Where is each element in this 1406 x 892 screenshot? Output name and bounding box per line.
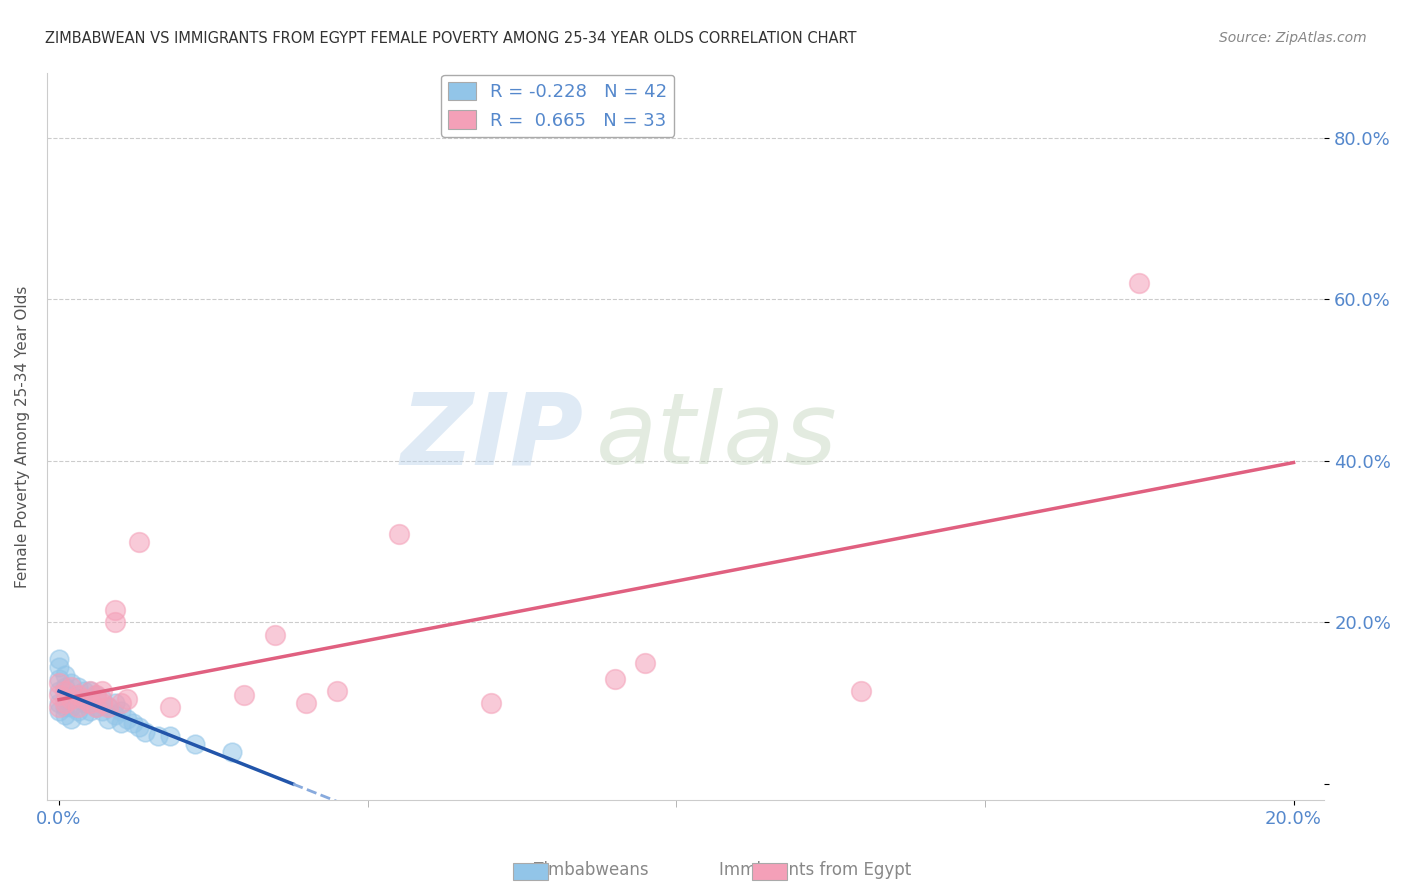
Legend: R = -0.228   N = 42, R =  0.665   N = 33: R = -0.228 N = 42, R = 0.665 N = 33 <box>441 75 675 136</box>
Point <box>128 721 150 735</box>
Point <box>66 692 89 706</box>
Point <box>84 700 107 714</box>
Point <box>122 716 145 731</box>
Point <box>60 713 83 727</box>
Point <box>91 696 114 710</box>
Point <box>387 526 409 541</box>
Text: ZIP: ZIP <box>401 388 583 485</box>
Text: Immigrants from Egypt: Immigrants from Egypt <box>720 861 911 879</box>
Point <box>128 534 150 549</box>
Text: Zimbabweans: Zimbabweans <box>533 861 648 879</box>
Point <box>60 700 83 714</box>
Point <box>110 704 132 718</box>
Point <box>84 700 107 714</box>
Point <box>159 700 181 714</box>
Point <box>79 704 101 718</box>
Point <box>326 684 349 698</box>
Point <box>73 692 96 706</box>
Point <box>48 660 70 674</box>
Point <box>97 713 120 727</box>
Point <box>53 668 76 682</box>
Point <box>115 692 138 706</box>
Point <box>48 676 70 690</box>
Point <box>53 692 76 706</box>
Point <box>73 696 96 710</box>
Point <box>221 745 243 759</box>
Point <box>84 688 107 702</box>
Point <box>115 713 138 727</box>
Point <box>48 696 70 710</box>
Point <box>97 700 120 714</box>
Point <box>53 708 76 723</box>
Point <box>264 627 287 641</box>
Text: atlas: atlas <box>596 388 838 485</box>
Point <box>91 684 114 698</box>
Point <box>53 684 76 698</box>
Point <box>146 729 169 743</box>
Point <box>73 684 96 698</box>
Point <box>48 652 70 666</box>
Point <box>184 737 207 751</box>
Point <box>53 680 76 694</box>
Point <box>79 696 101 710</box>
Point <box>233 688 256 702</box>
Point <box>79 696 101 710</box>
Point <box>295 696 318 710</box>
Point <box>73 708 96 723</box>
Point <box>97 700 120 714</box>
Point <box>110 696 132 710</box>
Point <box>53 700 76 714</box>
Point <box>66 680 89 694</box>
Point <box>110 716 132 731</box>
Text: Source: ZipAtlas.com: Source: ZipAtlas.com <box>1219 31 1367 45</box>
Y-axis label: Female Poverty Among 25-34 Year Olds: Female Poverty Among 25-34 Year Olds <box>15 285 30 588</box>
Point <box>79 684 101 698</box>
Point <box>91 704 114 718</box>
Point <box>134 724 156 739</box>
Point <box>79 684 101 698</box>
Point <box>159 729 181 743</box>
Point <box>48 688 70 702</box>
Point <box>479 696 502 710</box>
Point <box>48 704 70 718</box>
Point <box>103 615 125 630</box>
Point <box>84 688 107 702</box>
Point <box>48 672 70 686</box>
Point <box>634 656 657 670</box>
Point <box>1128 276 1150 290</box>
Text: ZIMBABWEAN VS IMMIGRANTS FROM EGYPT FEMALE POVERTY AMONG 25-34 YEAR OLDS CORRELA: ZIMBABWEAN VS IMMIGRANTS FROM EGYPT FEMA… <box>45 31 856 46</box>
Point <box>103 708 125 723</box>
Point <box>60 680 83 694</box>
Point <box>66 688 89 702</box>
Point <box>53 696 76 710</box>
Point <box>48 684 70 698</box>
Point <box>91 692 114 706</box>
Point <box>103 696 125 710</box>
Point <box>66 700 89 714</box>
Point <box>851 684 873 698</box>
Point <box>48 700 70 714</box>
Point <box>103 603 125 617</box>
Point <box>603 672 626 686</box>
Point <box>60 688 83 702</box>
Point <box>66 704 89 718</box>
Point <box>60 692 83 706</box>
Point <box>60 676 83 690</box>
